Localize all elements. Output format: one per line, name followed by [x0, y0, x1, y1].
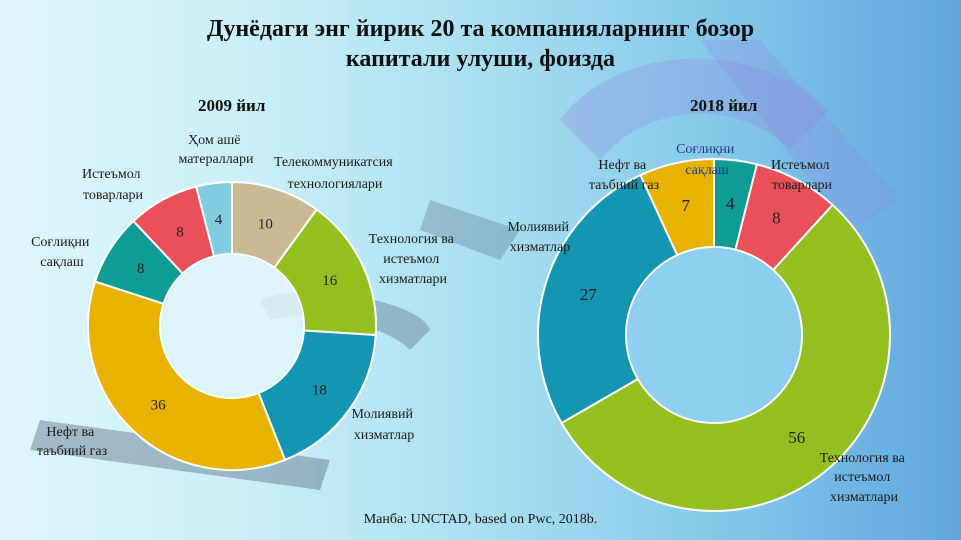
chart1-label-telecom: Телекоммуникатсия технологиялари — [274, 155, 396, 192]
chart2-label-health-l2: сақлаш — [685, 163, 729, 178]
chart1-value-label-3: 36 — [151, 398, 167, 414]
chart1-label-financial: Молиявий хизматлар — [352, 407, 417, 443]
chart1-label-consumer-goods-l1: Истеъмол — [82, 167, 141, 182]
chart1-label-telecom-l1: Телекоммуникатсия — [274, 155, 393, 170]
chart2-value-label-2: 56 — [788, 428, 805, 447]
chart1-label-oil-gas-l2: таъбиий газ — [37, 444, 108, 459]
chart-title: Дунёдаги энг йирик 20 та компанияларнинг… — [0, 14, 961, 74]
chart2-center-hole — [627, 248, 801, 422]
chart2-slice-2 — [560, 203, 891, 512]
chart2-label-financial: Молиявий хизматлар — [508, 220, 573, 255]
donut-2009: 10 16 18 36 8 8 4 — [87, 180, 377, 471]
chart1-label-consumer-goods: Истеъмол товарлари — [82, 167, 144, 203]
chart2-label-tech-l2: истеъмол — [834, 470, 890, 485]
chart1-label-raw-materials-l1: Ҳом ашё — [188, 133, 240, 148]
donut-2018: 4 8 56 27 7 — [537, 157, 891, 512]
chart2-value-label-0: 4 — [726, 194, 735, 213]
chart2-label-tech-l3: хизматлари — [830, 490, 898, 505]
chart1-label-tech-l3: хизматлари — [379, 272, 447, 287]
chart1-value-label-6: 4 — [215, 212, 223, 228]
title-line-1: Дунёдаги энг йирик 20 та компанияларнинг… — [206, 16, 755, 42]
chart1-label-tech: Технология ва истеъмол хизматлари — [369, 232, 458, 287]
chart1-center-hole — [161, 255, 303, 397]
chart1-subtitle: 2009 йил — [198, 96, 266, 115]
title-line-2: капитали улуши, фоизда — [345, 46, 616, 72]
chart2-label-consumer-goods-l1: Истеъмол — [771, 158, 830, 173]
chart1-value-label-2: 18 — [312, 383, 327, 399]
chart1-label-oil-gas-l1: Нефт ва — [46, 425, 95, 440]
chart1-value-label-4: 8 — [137, 261, 145, 277]
chart1-label-tech-l1: Технология ва — [369, 232, 455, 247]
chart1-label-tech-l2: истеъмол — [383, 252, 439, 267]
chart2-label-tech-l1: Технология ва — [820, 451, 906, 466]
chart1-value-label-5: 8 — [176, 224, 184, 240]
chart1-label-health-l2: сақлаш — [40, 255, 84, 270]
chart1-label-oil-gas: Нефт ва таъбиий газ — [37, 425, 108, 459]
chart1-value-label-0: 10 — [258, 216, 273, 232]
chart2-value-label-4: 7 — [682, 196, 691, 215]
chart1-slice-3 — [87, 280, 287, 471]
chart2-slice-4 — [639, 157, 715, 257]
chart1-label-consumer-goods-l2: товарлари — [83, 188, 144, 203]
chart2-label-tech: Технология ва истеъмол хизматлари — [820, 451, 909, 505]
chart1-label-raw-materials: Ҳом ашё матераллари — [179, 133, 254, 167]
chart1-label-telecom-l2: технологиялари — [288, 177, 383, 192]
chart2-subtitle: 2018 йил — [690, 96, 758, 115]
chart2-value-label-1: 8 — [772, 209, 781, 228]
chart1-label-health-l1: Соғлиқни — [31, 235, 90, 250]
chart2-label-consumer-goods: Истеъмол товарлари — [771, 158, 833, 193]
source-note: Манба: UNCTAD, based on Pwc, 2018b. — [363, 512, 598, 527]
chart2-value-label-3: 27 — [580, 285, 598, 304]
chart2-label-financial-l1: Молиявий — [508, 220, 570, 235]
chart2-label-health-l1: Соғлиқни — [676, 142, 735, 157]
chart1-label-health: Соғлиқни сақлаш — [31, 235, 93, 270]
chart2-slice-3 — [537, 173, 679, 425]
chart2-label-consumer-goods-l2: товарлари — [772, 178, 833, 193]
chart2-label-health: Соғлиқни сақлаш — [676, 142, 738, 178]
chart1-label-raw-materials-l2: матераллари — [179, 152, 254, 167]
chart1-label-financial-l1: Молиявий — [352, 407, 414, 422]
chart1-slice-2 — [257, 329, 377, 462]
chart2-label-oil-gas-l2: таъбиий газ — [589, 178, 660, 193]
chart1-value-label-1: 16 — [322, 273, 338, 289]
chart2-label-financial-l2: хизматлар — [510, 240, 570, 255]
chart2-label-oil-gas-l1: Нефт ва — [598, 158, 647, 173]
chart1-label-financial-l2: хизматлар — [354, 428, 414, 443]
chart1-slice-6 — [194, 180, 233, 258]
chart2-label-oil-gas: Нефт ва таъбиий газ — [589, 158, 660, 193]
